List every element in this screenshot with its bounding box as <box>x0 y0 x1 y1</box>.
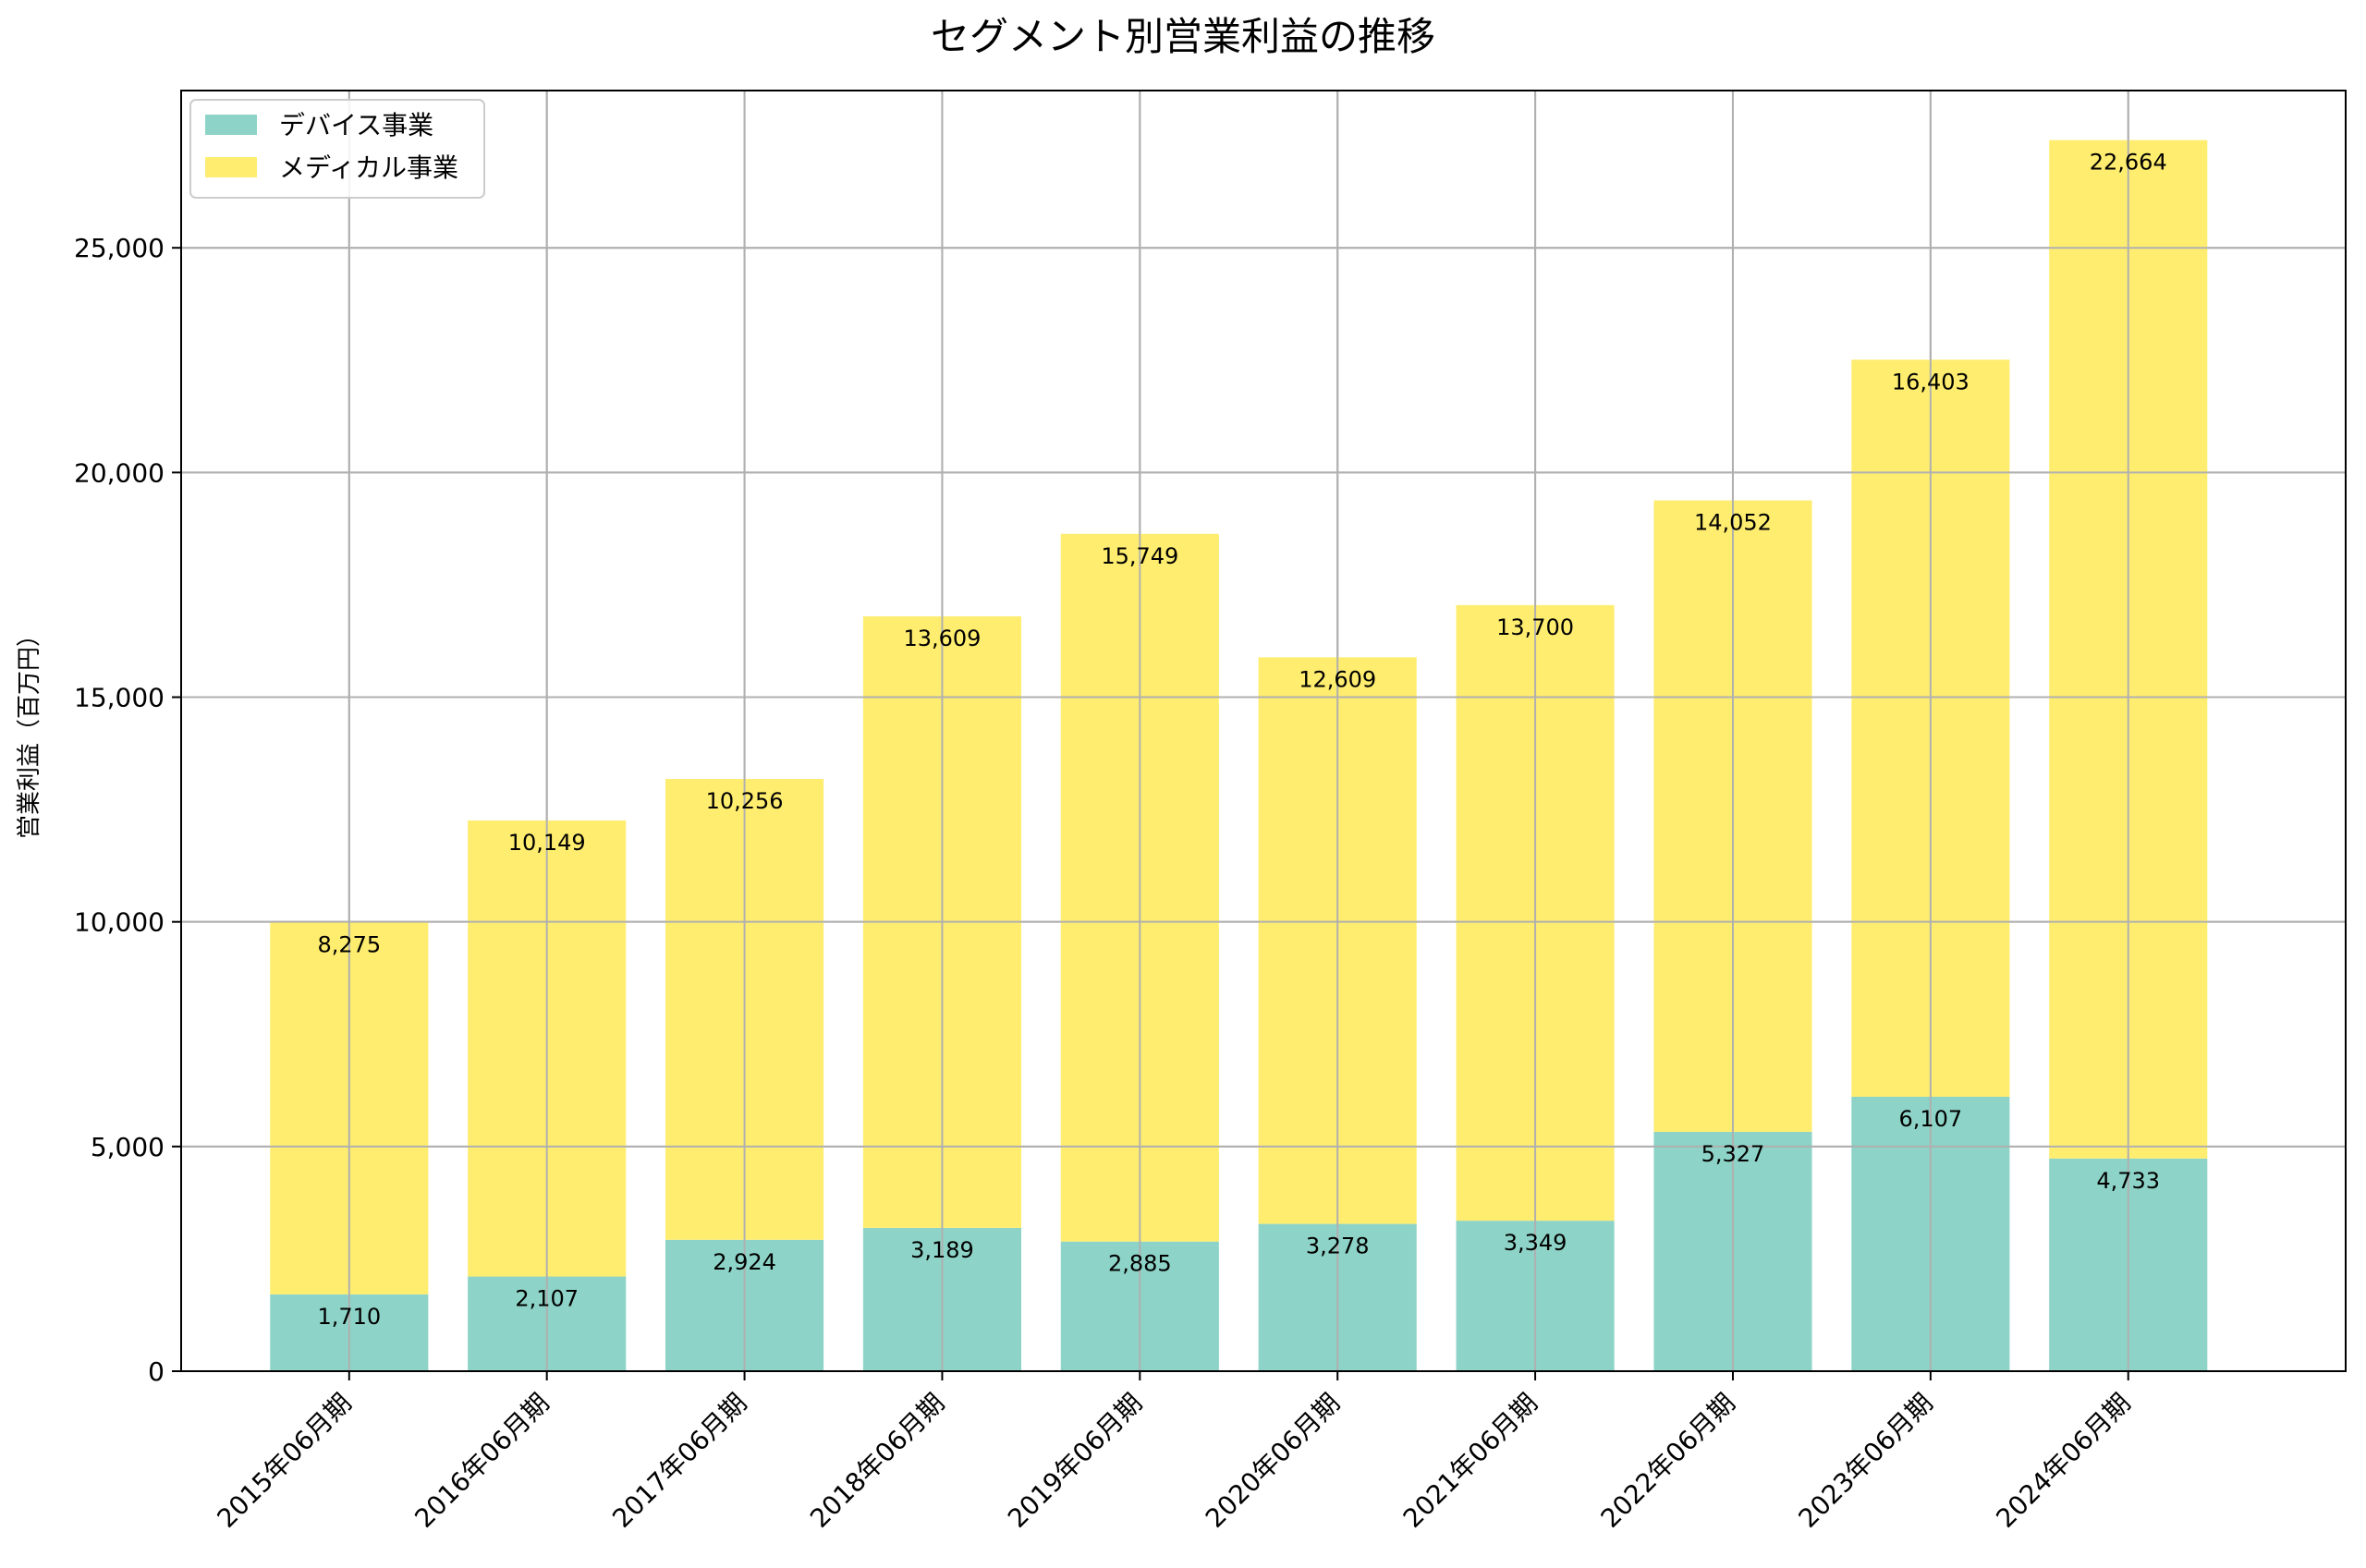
y-tick-label: 10,000 <box>74 907 165 938</box>
y-tick-label: 20,000 <box>74 457 165 488</box>
x-tick-label: 2015年06月期 <box>211 1388 357 1534</box>
x-tick-label: 2017年06月期 <box>606 1388 752 1534</box>
legend-label: メディカル事業 <box>279 152 458 183</box>
y-tick-label: 5,000 <box>91 1132 165 1162</box>
plot-frame <box>180 90 2347 1372</box>
data-label: 10,149 <box>508 830 586 856</box>
y-axis: 0 5,000 10,000 15,000 20,000 25,000 <box>74 233 181 1387</box>
y-tick-label: 25,000 <box>74 233 165 263</box>
y-tick-label: 15,000 <box>74 683 165 713</box>
legend-swatch <box>205 115 257 135</box>
y-tick-label: 0 <box>148 1356 165 1387</box>
data-label: 12,609 <box>1299 666 1376 692</box>
x-tick-label: 2024年06月期 <box>1990 1388 2136 1534</box>
x-tick-label: 2019年06月期 <box>1002 1388 1148 1534</box>
data-label: 10,256 <box>706 788 784 814</box>
x-tick-label: 2016年06月期 <box>409 1388 555 1534</box>
legend-label: デバイス事業 <box>279 110 433 140</box>
data-label: 8,275 <box>317 931 381 957</box>
y-axis-label: 営業利益（百万円） <box>16 623 43 839</box>
data-label: 3,278 <box>1306 1234 1370 1259</box>
legend-box <box>189 99 485 199</box>
x-tick-label: 2023年06月期 <box>1792 1388 1938 1534</box>
data-label: 1,710 <box>317 1304 381 1330</box>
data-label: 4,733 <box>2096 1168 2160 1194</box>
x-tick-label: 2020年06月期 <box>1200 1388 1346 1534</box>
x-tick-label: 2018年06月期 <box>804 1388 950 1534</box>
data-label: 3,189 <box>910 1237 974 1263</box>
x-tick-label: 2022年06月期 <box>1595 1388 1741 1534</box>
x-axis: 2015年06月期 2016年06月期 2017年06月期 2018年06月期 2019… <box>211 1371 2137 1534</box>
bars <box>270 140 2208 1371</box>
x-tick-label: 2021年06月期 <box>1397 1388 1543 1534</box>
data-label: 6,107 <box>1898 1106 1962 1132</box>
data-label: 22,664 <box>2090 150 2167 176</box>
data-label: 3,349 <box>1504 1230 1567 1256</box>
data-labels: 1,710 2,107 2,924 3,189 2,885 3,278 3,349 5,327… <box>181 91 2346 1372</box>
data-label: 5,327 <box>1701 1141 1765 1167</box>
data-label: 13,609 <box>903 626 981 651</box>
data-label: 2,924 <box>713 1249 776 1275</box>
legend-swatch <box>205 157 257 177</box>
data-label: 14,052 <box>1694 510 1772 536</box>
chart-title: セグメント別営業利益の推移 <box>931 14 1435 59</box>
data-label: 15,749 <box>1101 543 1178 569</box>
data-label: 13,700 <box>1496 614 1574 640</box>
data-label: 16,403 <box>1892 369 1970 395</box>
data-label: 2,885 <box>1108 1251 1172 1277</box>
data-label: 2,107 <box>515 1286 579 1312</box>
